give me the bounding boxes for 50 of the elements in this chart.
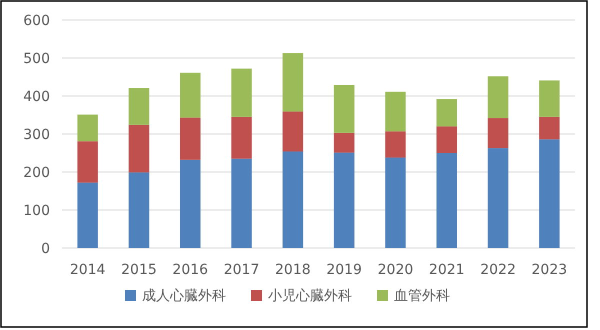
bar	[436, 153, 458, 248]
bar	[436, 126, 458, 153]
bar	[334, 152, 354, 248]
legend-label: 成人心臓外科	[142, 288, 226, 304]
bar	[128, 172, 150, 248]
y-tick-label: 400	[23, 89, 50, 105]
x-tick-label: 2016	[172, 262, 208, 278]
bar	[180, 72, 201, 118]
bar	[128, 88, 150, 125]
bar	[231, 116, 252, 159]
x-tick-label: 2019	[326, 262, 362, 278]
x-tick-label: 2020	[378, 262, 414, 278]
x-tick-label: 2022	[480, 262, 516, 278]
bar	[180, 160, 201, 248]
bar	[385, 158, 406, 248]
bar	[539, 139, 560, 248]
bar	[231, 158, 252, 248]
bar	[77, 114, 98, 142]
bar	[282, 151, 304, 248]
bar	[385, 131, 406, 158]
bar	[282, 112, 304, 152]
bar	[77, 182, 98, 248]
legend-label: 血管外科	[394, 288, 450, 304]
bar	[488, 118, 508, 148]
x-tick-label: 2017	[224, 262, 260, 278]
bar	[436, 99, 458, 126]
bar	[488, 148, 508, 248]
y-tick-label: 200	[23, 165, 50, 181]
bar	[231, 68, 252, 117]
bar	[539, 80, 560, 117]
bar	[180, 118, 201, 160]
bar	[334, 84, 354, 133]
x-tick-label: 2015	[121, 262, 157, 278]
bar	[334, 132, 354, 153]
y-tick-label: 0	[41, 241, 50, 257]
bar	[385, 92, 406, 132]
bar	[488, 76, 508, 118]
x-tick-label: 2021	[428, 262, 465, 278]
bar	[539, 116, 560, 140]
y-tick-label: 600	[23, 13, 50, 29]
x-tick-label: 2023	[532, 262, 568, 278]
x-tick-label: 2014	[70, 262, 106, 278]
legend-label: 小児心臓外科	[268, 288, 352, 304]
x-tick-label: 2018	[275, 262, 311, 278]
bar	[77, 141, 98, 183]
y-tick-label: 300	[23, 127, 50, 143]
y-tick-label: 100	[23, 203, 50, 219]
bar	[128, 124, 150, 172]
y-tick-label: 500	[23, 51, 50, 67]
bar	[282, 53, 304, 112]
